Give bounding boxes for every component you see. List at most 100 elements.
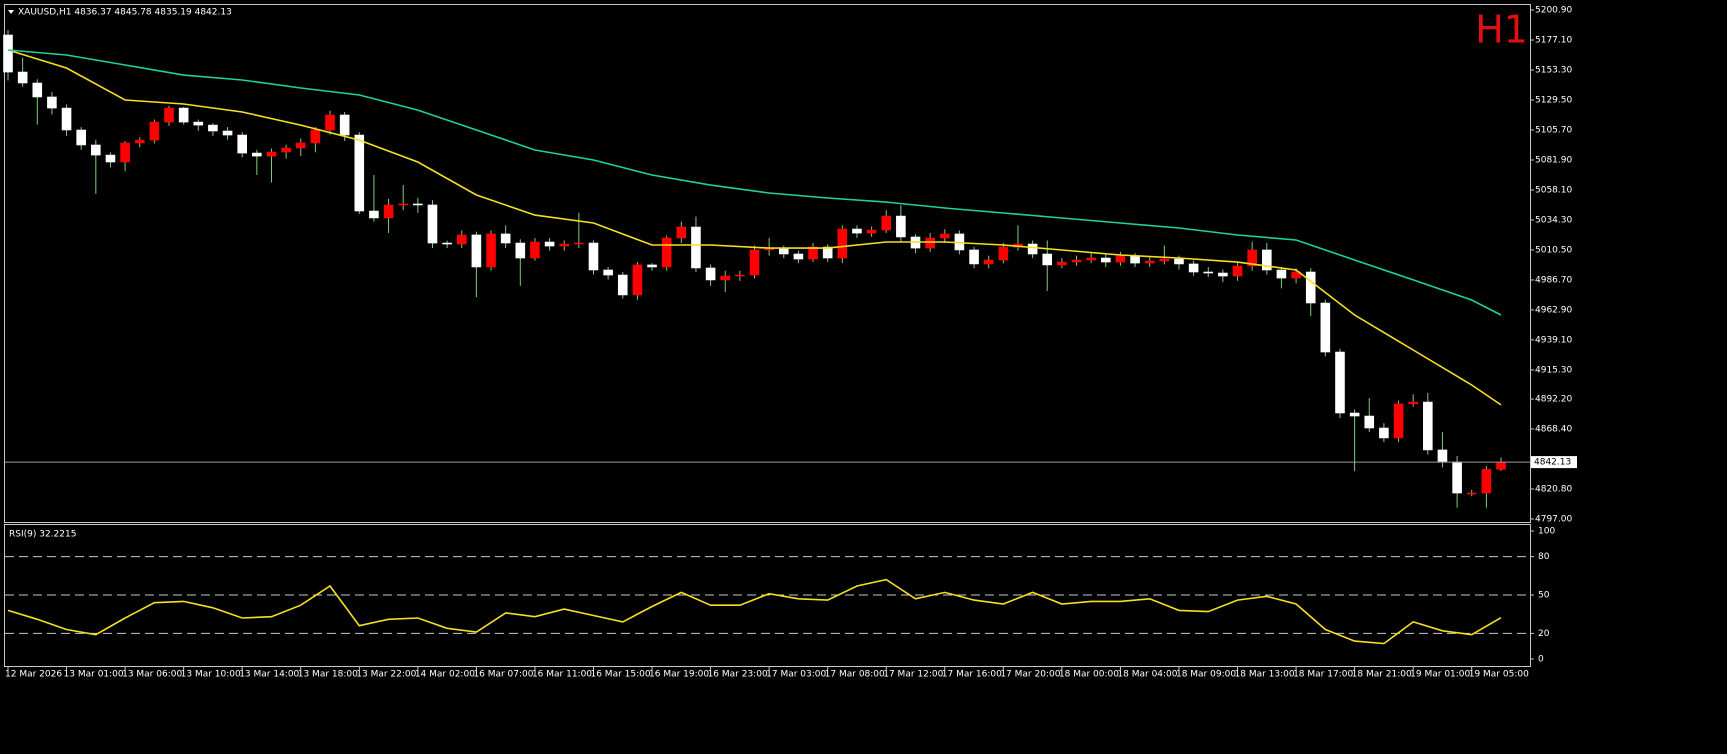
candle-body bbox=[369, 210, 379, 219]
candle-body bbox=[676, 226, 687, 239]
candle-body bbox=[383, 204, 394, 219]
candle-body bbox=[544, 241, 555, 247]
moving-average bbox=[7, 49, 1502, 406]
candle-body bbox=[515, 242, 526, 259]
candle-body bbox=[793, 253, 804, 260]
x-tick-label: 13 Mar 01:00 bbox=[64, 670, 124, 680]
y-tick-label: 5153.30 bbox=[1535, 66, 1572, 76]
candle-body bbox=[1452, 461, 1462, 494]
candle-body bbox=[208, 124, 218, 132]
x-tick-label: 17 Mar 08:00 bbox=[825, 670, 885, 680]
candle-body bbox=[1159, 258, 1170, 262]
candle-body bbox=[1203, 271, 1214, 274]
candle-body bbox=[1466, 492, 1477, 495]
rsi-tick-label: 20 bbox=[1538, 629, 1550, 639]
candle-body bbox=[32, 82, 43, 98]
rsi-tick-label: 0 bbox=[1538, 654, 1544, 664]
y-tick-label: 5105.70 bbox=[1535, 125, 1572, 135]
candle-body bbox=[1349, 412, 1360, 417]
candle-body bbox=[749, 249, 760, 276]
candle-body bbox=[1232, 265, 1243, 277]
y-tick-label: 4892.20 bbox=[1535, 395, 1572, 405]
candles bbox=[3, 30, 1506, 508]
candle-body bbox=[983, 259, 994, 265]
candle-body bbox=[1496, 461, 1506, 470]
candle-body bbox=[881, 215, 892, 231]
header: XAUUSD,H1 4836.37 4845.78 4835.19 4842.1… bbox=[18, 8, 232, 18]
candle-body bbox=[1130, 255, 1140, 264]
candle-body bbox=[442, 242, 452, 245]
candle-body bbox=[427, 204, 438, 244]
candle-body bbox=[1115, 255, 1126, 263]
x-tick-label: 13 Mar 06:00 bbox=[122, 670, 182, 680]
candle-body bbox=[134, 139, 145, 144]
candle-body bbox=[1188, 263, 1199, 273]
x-tick-label: 16 Mar 15:00 bbox=[590, 670, 650, 680]
candle-body bbox=[866, 229, 877, 234]
candle-body bbox=[1247, 249, 1257, 267]
candle-body bbox=[222, 130, 233, 136]
x-tick-label: 16 Mar 07:00 bbox=[473, 670, 533, 680]
x-tick-label: 12 Mar 2026 bbox=[5, 670, 62, 680]
x-tick-label: 16 Mar 19:00 bbox=[649, 670, 709, 680]
candle-body bbox=[925, 237, 935, 249]
candle-body bbox=[76, 129, 86, 146]
candle-body bbox=[691, 226, 701, 269]
candle-body bbox=[1408, 401, 1418, 405]
candle-body bbox=[1335, 351, 1345, 414]
y-tick-label: 4939.10 bbox=[1535, 335, 1572, 345]
x-tick-label: 18 Mar 21:00 bbox=[1352, 670, 1412, 680]
candle-body bbox=[778, 248, 789, 255]
y-tick-label: 4962.90 bbox=[1535, 305, 1572, 315]
candle-body bbox=[632, 264, 643, 296]
candle-body bbox=[1305, 271, 1316, 304]
candle-body bbox=[998, 246, 1009, 261]
candle-body bbox=[705, 267, 716, 281]
candle-body bbox=[193, 121, 204, 126]
candle-body bbox=[310, 129, 321, 144]
candle-body bbox=[149, 121, 160, 141]
x-tick-label: 18 Mar 09:00 bbox=[1176, 670, 1236, 680]
candle-body bbox=[17, 71, 28, 84]
candle-body bbox=[325, 114, 335, 131]
candle-body bbox=[661, 237, 672, 268]
candle-body bbox=[603, 269, 613, 276]
candle-body bbox=[647, 264, 657, 268]
candle-body bbox=[252, 152, 262, 157]
candle-body bbox=[896, 215, 906, 238]
candle-body bbox=[559, 243, 570, 247]
y-tick-label: 5010.50 bbox=[1535, 245, 1572, 255]
price-tag bbox=[1531, 456, 1577, 469]
rsi-line bbox=[7, 578, 1502, 645]
x-tick-label: 17 Mar 03:00 bbox=[766, 670, 826, 680]
y-tick-label: 4868.40 bbox=[1535, 425, 1572, 435]
candle-body bbox=[1144, 260, 1155, 264]
candle-body bbox=[413, 203, 423, 206]
rsi-tick-label: 100 bbox=[1538, 527, 1555, 537]
candle-body bbox=[1364, 415, 1375, 429]
x-tick-label: 18 Mar 17:00 bbox=[1293, 670, 1353, 680]
candle-body bbox=[120, 142, 130, 163]
candle-body bbox=[354, 134, 365, 212]
candle-body bbox=[339, 114, 350, 136]
x-tick-label: 18 Mar 04:00 bbox=[1117, 670, 1177, 680]
candle-body bbox=[1057, 261, 1067, 266]
candle-body bbox=[822, 246, 833, 259]
candle-body bbox=[1262, 249, 1272, 271]
candle-body bbox=[1481, 469, 1492, 494]
candle-body bbox=[105, 154, 116, 163]
candle-body bbox=[3, 34, 13, 73]
candle-body bbox=[281, 147, 291, 153]
candle-body bbox=[588, 242, 599, 271]
candle-body bbox=[720, 275, 731, 281]
candle-body bbox=[266, 151, 277, 157]
x-tick-label: 13 Mar 18:00 bbox=[298, 670, 358, 680]
candle-body bbox=[1393, 403, 1404, 439]
candle-body bbox=[1423, 401, 1433, 451]
rsi-title: RSI(9) 32.2215 bbox=[9, 530, 76, 540]
candle-body bbox=[1100, 257, 1111, 263]
candle-body bbox=[178, 107, 189, 123]
candle-body bbox=[500, 233, 511, 244]
candle-body bbox=[91, 144, 101, 156]
